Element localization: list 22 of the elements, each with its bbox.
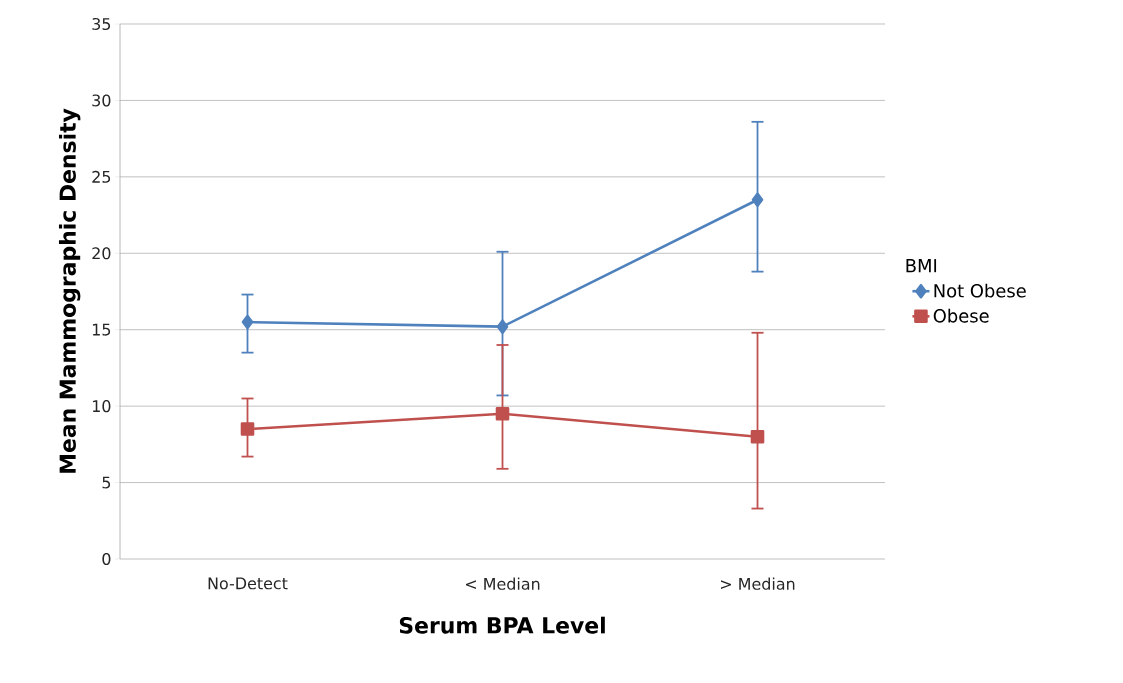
legend-title: BMI — [906, 259, 937, 273]
y-tick-label: 10 — [92, 400, 111, 413]
y-tick-label: 0 — [102, 552, 111, 566]
point — [241, 314, 254, 330]
legend-label: Obese — [933, 308, 989, 323]
point — [496, 319, 509, 334]
y-tick-label: 5 — [102, 476, 111, 489]
x-tick-label: > Median — [720, 577, 795, 590]
legend-label: Not Obese — [934, 283, 1026, 298]
y-tick-label: 25 — [92, 170, 111, 183]
point — [495, 406, 510, 421]
y-axis-title: Mean Mammographic Density — [58, 108, 81, 473]
y-tick-label: 20 — [92, 247, 111, 260]
point — [750, 429, 765, 444]
x-tick-label: No-Detect — [208, 577, 288, 590]
y-tick-label: 35 — [92, 17, 111, 31]
y-tick-label: 15 — [92, 323, 111, 336]
x-axis-title: Serum BPA Level — [399, 616, 605, 634]
point — [240, 422, 255, 436]
point — [751, 192, 764, 208]
y-tick-label: 30 — [92, 94, 111, 107]
x-tick-label: < Median — [465, 577, 540, 590]
